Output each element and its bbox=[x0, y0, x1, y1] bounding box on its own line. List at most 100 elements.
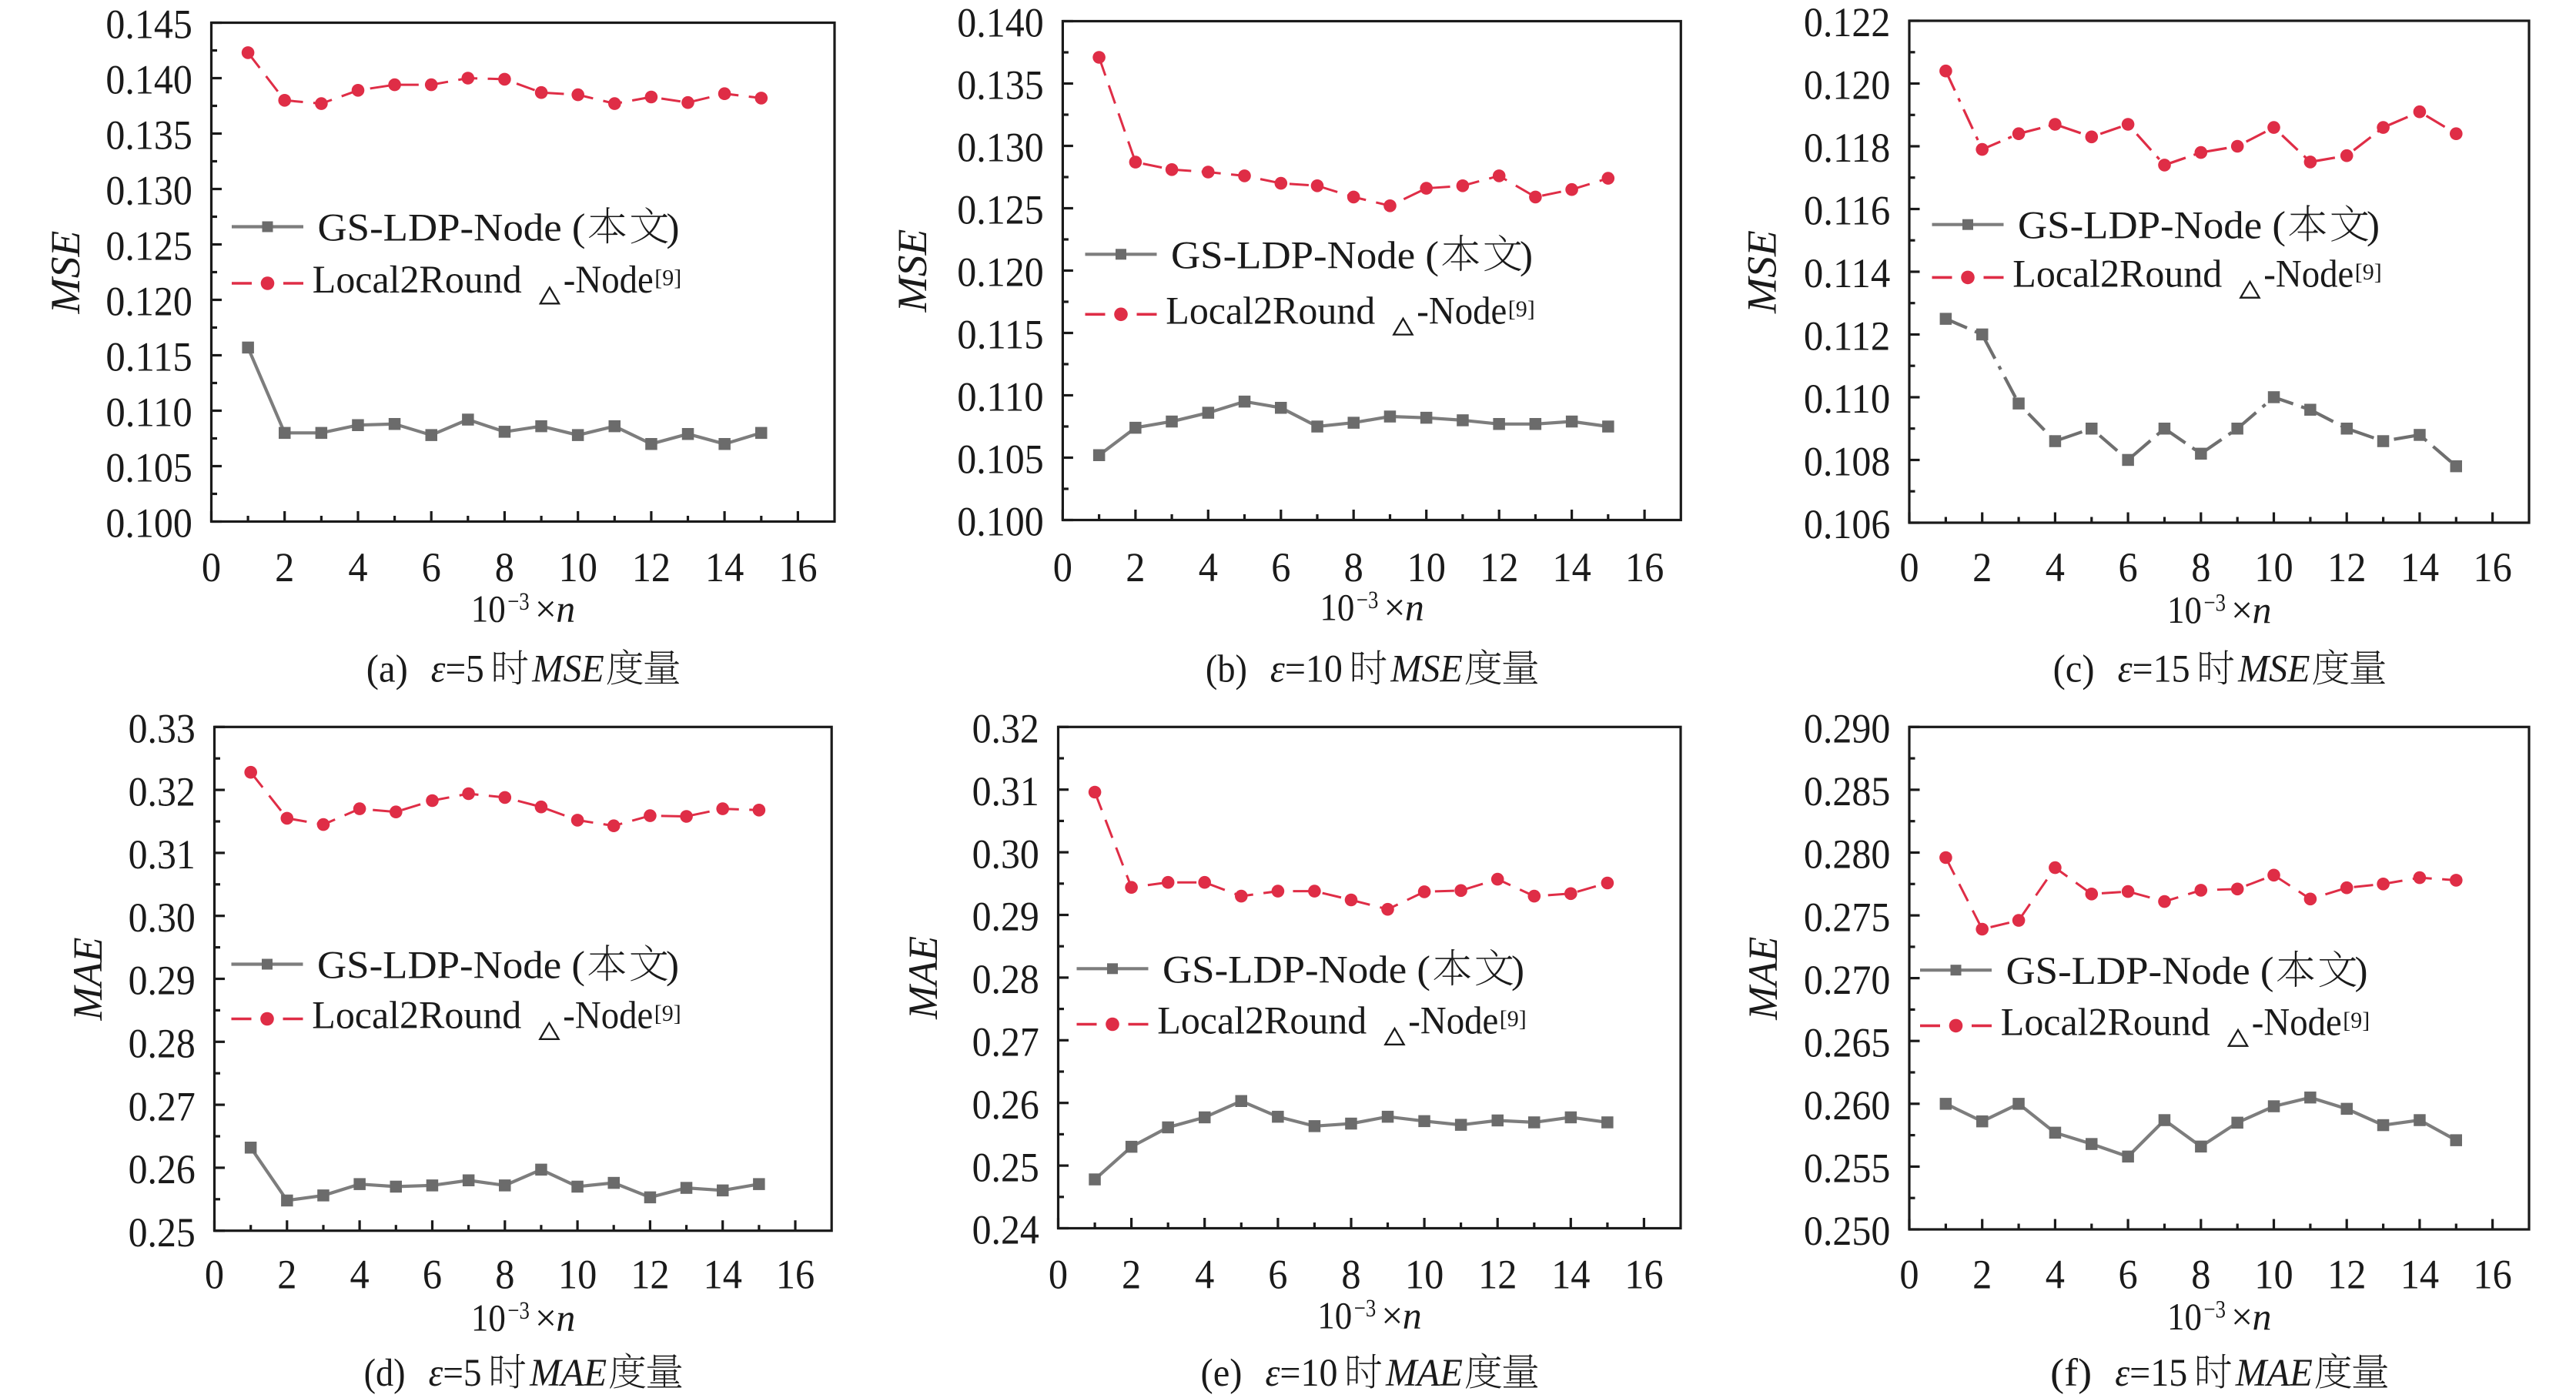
svg-text:): ) bbox=[2355, 950, 2368, 993]
svg-text:GS-LDP-Node (: GS-LDP-Node ( bbox=[1163, 948, 1430, 992]
svg-text:×: × bbox=[535, 587, 557, 630]
svg-text:(a): (a) bbox=[366, 648, 408, 691]
svg-text:MAE: MAE bbox=[65, 937, 111, 1021]
svg-text:0.120: 0.120 bbox=[1804, 62, 1890, 109]
svg-text:0.26: 0.26 bbox=[129, 1146, 196, 1192]
svg-text:GS-LDP-Node (: GS-LDP-Node ( bbox=[2006, 950, 2274, 993]
svg-text:12: 12 bbox=[631, 1252, 669, 1298]
svg-text:×: × bbox=[2231, 1295, 2253, 1338]
svg-text:-Node: -Node bbox=[1417, 289, 1507, 333]
svg-text:0.140: 0.140 bbox=[957, 0, 1043, 46]
svg-text:MSE: MSE bbox=[2237, 648, 2310, 691]
svg-text:[9]: [9] bbox=[654, 1001, 681, 1026]
svg-text:n: n bbox=[556, 587, 575, 630]
svg-text:): ) bbox=[1520, 234, 1533, 277]
svg-text:16: 16 bbox=[1625, 544, 1664, 590]
svg-text:Local2Round: Local2Round bbox=[312, 995, 521, 1038]
svg-text:8: 8 bbox=[495, 544, 514, 590]
svg-text:16: 16 bbox=[778, 544, 817, 590]
svg-text:10: 10 bbox=[559, 544, 597, 590]
svg-text:0.130: 0.130 bbox=[957, 125, 1043, 171]
svg-text:14: 14 bbox=[1552, 544, 1591, 590]
svg-text:0.110: 0.110 bbox=[1804, 376, 1890, 422]
svg-text:ε=5: ε=5 bbox=[431, 648, 484, 691]
svg-text:6: 6 bbox=[422, 544, 441, 590]
svg-text:14: 14 bbox=[705, 544, 744, 590]
svg-text:(d): (d) bbox=[364, 1352, 406, 1395]
svg-text:0.280: 0.280 bbox=[1804, 831, 1890, 878]
svg-text:4: 4 bbox=[2046, 544, 2065, 590]
svg-text:10: 10 bbox=[471, 587, 506, 630]
svg-text:14: 14 bbox=[2400, 544, 2439, 590]
svg-text:Local2Round: Local2Round bbox=[2001, 1001, 2210, 1044]
svg-text:2: 2 bbox=[1122, 1252, 1141, 1298]
svg-text:16: 16 bbox=[776, 1252, 815, 1298]
svg-text:): ) bbox=[1511, 948, 1524, 992]
svg-text:MSE: MSE bbox=[889, 229, 935, 313]
svg-text:0.120: 0.120 bbox=[957, 249, 1043, 296]
svg-text:10: 10 bbox=[2167, 588, 2202, 631]
svg-text:MSE: MSE bbox=[1739, 230, 1785, 314]
svg-text:0.116: 0.116 bbox=[1804, 188, 1890, 234]
svg-text:6: 6 bbox=[423, 1252, 442, 1298]
svg-text:0.260: 0.260 bbox=[1804, 1082, 1890, 1129]
svg-text:(c): (c) bbox=[2053, 648, 2095, 691]
svg-text:12: 12 bbox=[2327, 1252, 2366, 1298]
svg-text:(b): (b) bbox=[1206, 648, 1247, 691]
svg-text:): ) bbox=[667, 207, 680, 250]
svg-text:n: n bbox=[556, 1296, 575, 1339]
svg-text:0.31: 0.31 bbox=[129, 831, 196, 878]
svg-text:ε=15: ε=15 bbox=[2118, 648, 2190, 691]
svg-text:−3: −3 bbox=[507, 588, 530, 616]
svg-text:MAE: MAE bbox=[2235, 1352, 2313, 1395]
svg-text:GS-LDP-Node (: GS-LDP-Node ( bbox=[318, 207, 586, 250]
svg-text:−3: −3 bbox=[2204, 590, 2226, 617]
svg-text:MAE: MAE bbox=[1740, 937, 1786, 1021]
svg-text:ε=5: ε=5 bbox=[429, 1352, 482, 1395]
svg-text:10: 10 bbox=[1317, 1294, 1352, 1337]
svg-text:): ) bbox=[2367, 205, 2380, 248]
svg-text:0.33: 0.33 bbox=[129, 706, 196, 752]
svg-text:14: 14 bbox=[2400, 1252, 2439, 1298]
svg-text:0: 0 bbox=[1899, 1252, 1919, 1298]
svg-text:6: 6 bbox=[2119, 1252, 2138, 1298]
svg-text:0: 0 bbox=[1049, 1252, 1068, 1298]
svg-text:14: 14 bbox=[1551, 1252, 1590, 1298]
svg-text:-Node: -Node bbox=[564, 259, 654, 302]
svg-text:0.25: 0.25 bbox=[972, 1144, 1039, 1190]
svg-text:-Node: -Node bbox=[563, 995, 653, 1038]
svg-text:0.27: 0.27 bbox=[972, 1019, 1039, 1065]
svg-text:2: 2 bbox=[1126, 544, 1145, 590]
svg-text:12: 12 bbox=[2327, 544, 2366, 590]
svg-text:0.255: 0.255 bbox=[1804, 1145, 1890, 1192]
svg-text:MAE: MAE bbox=[900, 936, 946, 1020]
svg-text:0.28: 0.28 bbox=[972, 956, 1039, 1002]
svg-text:−3: −3 bbox=[507, 1297, 530, 1325]
svg-text:0: 0 bbox=[1053, 544, 1072, 590]
svg-text:GS-LDP-Node (: GS-LDP-Node ( bbox=[317, 945, 585, 988]
svg-text:MAE: MAE bbox=[529, 1352, 607, 1395]
svg-text:2: 2 bbox=[1972, 1252, 1992, 1298]
svg-text:n: n bbox=[2253, 1295, 2272, 1338]
svg-text:MSE: MSE bbox=[1390, 648, 1462, 691]
svg-text:0.135: 0.135 bbox=[957, 62, 1043, 109]
svg-text:[9]: [9] bbox=[654, 266, 681, 291]
svg-text:MSE: MSE bbox=[42, 230, 89, 314]
svg-text:0.32: 0.32 bbox=[972, 706, 1039, 752]
svg-text:14: 14 bbox=[704, 1252, 742, 1298]
svg-text:0.30: 0.30 bbox=[129, 895, 196, 941]
svg-text:6: 6 bbox=[1271, 544, 1290, 590]
svg-text:Local2Round: Local2Round bbox=[1166, 289, 1375, 333]
svg-text:4: 4 bbox=[1195, 1252, 1214, 1298]
svg-text:16: 16 bbox=[2473, 1252, 2511, 1298]
svg-text:0.114: 0.114 bbox=[1804, 250, 1890, 296]
svg-text:8: 8 bbox=[2191, 1252, 2210, 1298]
svg-text:0.135: 0.135 bbox=[105, 112, 192, 159]
svg-text:2: 2 bbox=[1972, 544, 1992, 590]
svg-text:MSE: MSE bbox=[531, 648, 604, 691]
svg-text:0.108: 0.108 bbox=[1804, 439, 1890, 485]
svg-text:0.290: 0.290 bbox=[1804, 706, 1890, 752]
svg-text:0.125: 0.125 bbox=[957, 187, 1043, 233]
svg-text:0.140: 0.140 bbox=[105, 57, 192, 103]
svg-text:0.250: 0.250 bbox=[1804, 1208, 1890, 1254]
